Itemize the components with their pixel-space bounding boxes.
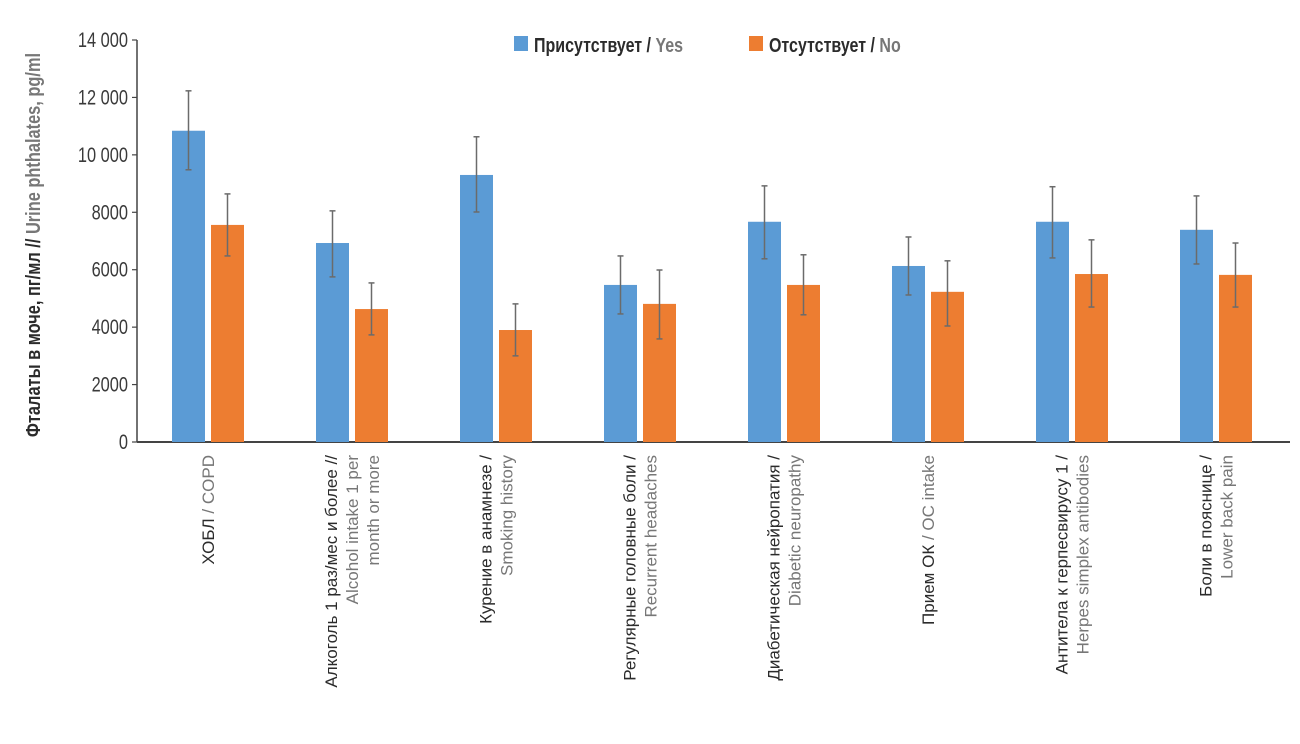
x-tick-label-line: ХОБЛ / COPD xyxy=(199,455,218,565)
x-tick-label-segment: Herpes simplex antibodies xyxy=(1074,455,1093,654)
x-tick-label-segment: Diabetic neuropathy xyxy=(786,455,805,607)
bar-yes xyxy=(1180,229,1213,442)
x-tick-label-segment: Recurrent headaches xyxy=(642,455,661,618)
y-axis-title-secondary: Urine phthalates, pg/ml xyxy=(21,53,44,239)
x-tick-label-segment: / OC intake xyxy=(919,455,938,540)
y-tick-label: 6000 xyxy=(92,258,128,281)
x-tick-label-line: Боли в пояснице / xyxy=(1197,455,1216,597)
x-tick-label-segment: Боли в пояснице / xyxy=(1197,455,1216,597)
x-tick-label-0: ХОБЛ / COPD xyxy=(199,455,218,565)
y-tick-label: 10 000 xyxy=(78,143,128,166)
x-tick-label-line: Smoking history xyxy=(498,455,517,576)
x-tick-label-line: Антитела к герпесвирусу 1 / xyxy=(1053,455,1072,675)
legend: Присутствует / Yes Отсутствует / No xyxy=(514,34,901,56)
legend-swatch-yes xyxy=(514,36,528,51)
x-tick-label-line: Diabetic neuropathy xyxy=(786,455,805,607)
x-tick-label-5: Прием ОК / OC intake xyxy=(919,455,938,625)
x-tick-label-segment: Lower back pain xyxy=(1218,455,1237,579)
legend-label-yes-en: Yes xyxy=(655,34,683,56)
x-tick-label-line: Прием ОК / OC intake xyxy=(919,455,938,625)
svg-text:Отсутствует / No: Отсутствует / No xyxy=(769,34,901,56)
x-tick-label-segment: Alcohol intake 1 per xyxy=(343,455,362,605)
x-tick-label-1: Алкоголь 1 раз/мес и более //Alcohol int… xyxy=(322,455,383,688)
y-axis-title: Фталаты в моче, пг/мл // Urine phthalate… xyxy=(21,53,44,437)
y-tick-label: 8000 xyxy=(92,200,128,223)
y-tick-label: 14 000 xyxy=(78,28,128,51)
x-tick-label-segment: Диабетическая нейропатия / xyxy=(765,455,784,681)
y-tick-label: 4000 xyxy=(92,315,128,338)
x-tick-label-segment: Алкоголь 1 раз/мес и более // xyxy=(322,455,341,688)
x-tick-label-line: Диабетическая нейропатия / xyxy=(765,455,784,681)
bar-no xyxy=(211,224,244,442)
x-tick-label-line: Регулярные головные боли / xyxy=(621,455,640,681)
x-tick-label-2: Курение в анамнезе / Smoking history xyxy=(477,455,517,624)
x-tick-label-7: Боли в пояснице / Lower back pain xyxy=(1197,455,1237,597)
x-tick-label-segment: Антитела к герпесвирусу 1 / xyxy=(1053,455,1072,675)
x-tick-label-line: Alcohol intake 1 per xyxy=(343,455,362,605)
x-tick-label-segment: Курение в анамнезе / xyxy=(477,455,496,624)
legend-label-yes: Присутствует / xyxy=(534,34,655,56)
x-tick-label-segment: / COPD xyxy=(199,455,218,514)
x-tick-label-line: Recurrent headaches xyxy=(642,455,661,618)
svg-text:Присутствует / Yes: Присутствует / Yes xyxy=(534,34,683,56)
legend-label-no-en: No xyxy=(879,34,900,56)
y-tick-label: 0 xyxy=(119,430,128,453)
x-tick-label-6: Антитела к герпесвирусу 1 /Herpes simple… xyxy=(1053,455,1093,675)
x-tick-label-segment: Регулярные головные боли / xyxy=(621,455,640,681)
bar-yes xyxy=(172,130,205,443)
legend-swatch-no xyxy=(749,36,763,51)
x-tick-label-4: Диабетическая нейропатия / Diabetic neuro… xyxy=(765,455,805,681)
svg-text:Фталаты в моче, пг/мл // Urine: Фталаты в моче, пг/мл // Urine phthalate… xyxy=(21,53,44,437)
x-tick-label-line: Lower back pain xyxy=(1218,455,1237,579)
x-tick-label-segment: month or more xyxy=(364,455,383,566)
bar-yes xyxy=(460,174,493,442)
x-tick-label-segment: Smoking history xyxy=(498,455,517,576)
x-tick-label-3: Регулярные головные боли / Recurrent head… xyxy=(621,455,661,681)
x-tick-label-line: month or more xyxy=(364,455,383,566)
x-tick-label-segment: Прием ОК xyxy=(919,540,938,625)
x-tick-label-line: Herpes simplex antibodies xyxy=(1074,455,1093,654)
x-tick-label-line: Курение в анамнезе / xyxy=(477,455,496,624)
legend-label-no: Отсутствует / xyxy=(769,34,879,56)
y-axis-title-main: Фталаты в моче, пг/мл // xyxy=(21,239,44,437)
x-tick-label-line: Алкоголь 1 раз/мес и более // xyxy=(322,455,341,688)
x-tick-label-segment: ХОБЛ xyxy=(199,514,218,565)
y-tick-label: 2000 xyxy=(92,373,128,396)
y-tick-label: 12 000 xyxy=(78,85,128,108)
